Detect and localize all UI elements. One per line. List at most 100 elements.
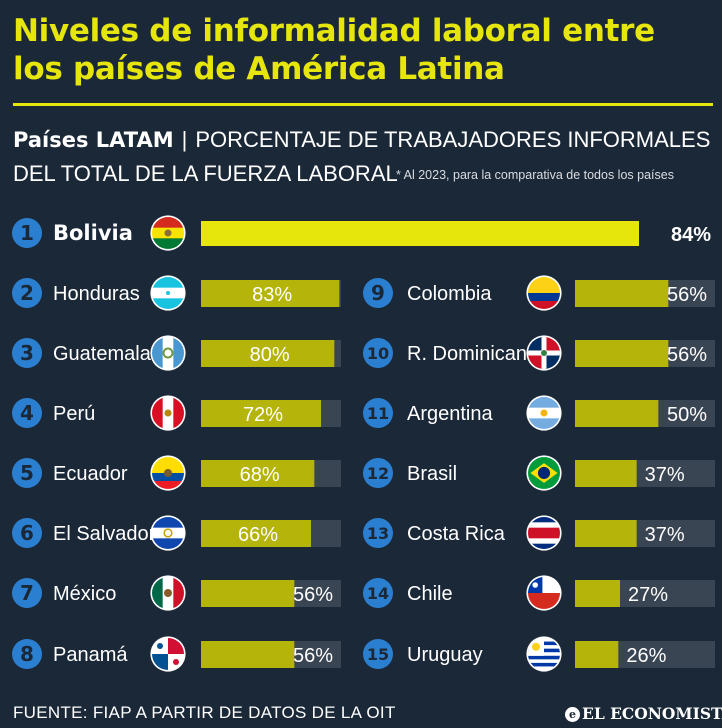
rank-number: 11 <box>367 404 389 423</box>
subtitle-line-2: DEL TOTAL DE LA FUERZA LABORAL <box>13 161 398 186</box>
bar <box>575 460 637 487</box>
bar-row-15: 15 Uruguay 26% <box>363 639 715 669</box>
rank-badge-circle <box>363 518 393 548</box>
bar <box>201 580 295 607</box>
rank-number: 14 <box>367 584 389 603</box>
bar-row-11: 11 Argentina 50% <box>363 398 715 428</box>
rank-number: 1 <box>20 221 34 245</box>
value-label: 56% <box>293 645 333 667</box>
bar <box>575 340 669 367</box>
rank-badge-circle <box>363 398 393 428</box>
category-label: Chile <box>407 583 453 605</box>
category-label: Uruguay <box>407 644 483 666</box>
rank-number: 2 <box>20 281 34 305</box>
value-label: 72% <box>243 404 283 426</box>
dominican-republic-flag <box>526 335 562 371</box>
rank-badge-circle <box>363 458 393 488</box>
rank-number: 12 <box>367 464 389 483</box>
category-label: Guatemala <box>53 343 152 365</box>
bar-row-1: 1 Bolivia 84% <box>12 218 711 248</box>
bar <box>575 520 637 547</box>
value-label: 56% <box>293 584 333 606</box>
subtitle-separator: | <box>181 127 188 152</box>
ecuador-flag <box>150 455 186 491</box>
colombia-flag <box>526 275 562 311</box>
value-label: 26% <box>626 645 666 667</box>
value-label: 66% <box>238 524 278 546</box>
subtitle-note: * Al 2023, para la comparativa de todos … <box>396 168 674 182</box>
bar-row-10: 10 R. Dominicana 56% <box>363 338 715 368</box>
rank-number: 3 <box>20 341 34 365</box>
rank-number: 9 <box>371 281 385 305</box>
value-label: 37% <box>645 464 685 486</box>
bar <box>201 400 321 427</box>
rank-badge-circle <box>12 218 42 248</box>
rank-badge-circle <box>12 278 42 308</box>
category-label: Colombia <box>407 283 492 305</box>
bar-row-14: 14 Chile 27% <box>363 578 715 608</box>
rank-badge-circle <box>12 639 42 669</box>
bar <box>201 641 295 668</box>
brand-mark-icon: e <box>565 707 580 722</box>
chile-flag <box>526 575 562 611</box>
category-label: México <box>53 583 116 605</box>
rank-number: 10 <box>367 344 389 363</box>
rank-badge-circle <box>363 578 393 608</box>
rank-badge-circle <box>363 639 393 669</box>
rank-badge: 2 <box>12 278 42 308</box>
bar-row-9: 9 Colombia 56% <box>363 278 715 308</box>
subtitle-line-1: Países LATAM | PORCENTAJE DE TRABAJADORES … <box>13 126 710 154</box>
value-label: 56% <box>667 284 707 306</box>
rank-badge: 10 <box>363 338 393 368</box>
bar <box>201 340 335 367</box>
bar-row-7: 7 México 56% <box>12 578 341 608</box>
category-label: Honduras <box>53 283 140 305</box>
bar <box>575 641 619 668</box>
value-label: 68% <box>240 464 280 486</box>
rank-badge: 14 <box>363 578 393 608</box>
bar-row-13: 13 Costa Rica 37% <box>363 518 715 548</box>
category-label: Costa Rica <box>407 523 506 545</box>
rank-badge: 9 <box>363 278 393 308</box>
value-label: 56% <box>667 344 707 366</box>
rank-badge: 6 <box>12 518 42 548</box>
source-note: FUENTE: FIAP A PARTIR DE DATOS DE LA OIT <box>13 703 396 722</box>
rank-badge: 11 <box>363 398 393 428</box>
rank-badge: 5 <box>12 458 42 488</box>
honduras-flag <box>150 275 186 311</box>
category-label: Ecuador <box>53 463 128 485</box>
rank-badge-circle <box>12 338 42 368</box>
rank-number: 6 <box>20 521 34 545</box>
bar-row-3: 3 Guatemala 80% <box>12 338 341 368</box>
page-title: Niveles de informalidad laboral entre lo… <box>13 13 655 87</box>
category-label: Perú <box>53 403 95 425</box>
bar <box>201 520 311 547</box>
rank-badge-circle <box>12 398 42 428</box>
value-label: 50% <box>667 404 707 426</box>
rank-badge: 4 <box>12 398 42 428</box>
value-label: 83% <box>252 284 292 306</box>
brazil-flag <box>526 455 562 491</box>
rank-badge-circle <box>363 278 393 308</box>
costa-rica-flag <box>526 515 562 551</box>
category-label: Argentina <box>407 403 493 425</box>
rank-badge-circle <box>363 338 393 368</box>
value-label: 37% <box>645 524 685 546</box>
rank-badge: 12 <box>363 458 393 488</box>
rank-number: 13 <box>367 524 389 543</box>
rank-badge: 1 <box>12 218 42 248</box>
title-divider <box>13 103 713 106</box>
category-label: Panamá <box>53 644 128 666</box>
bolivia-flag <box>150 215 186 251</box>
category-label: Bolivia <box>53 221 133 245</box>
guatemala-flag <box>150 335 186 371</box>
rank-badge: 7 <box>12 578 42 608</box>
category-label: Brasil <box>407 463 457 485</box>
bar <box>575 580 620 607</box>
rank-badge: 15 <box>363 639 393 669</box>
value-label: 27% <box>628 584 668 606</box>
rank-badge: 8 <box>12 639 42 669</box>
rank-badge-circle <box>12 518 42 548</box>
value-label: 84% <box>671 224 711 246</box>
